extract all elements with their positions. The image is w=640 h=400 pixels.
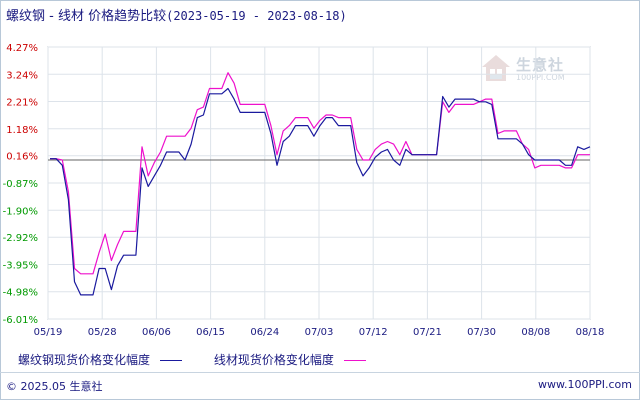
x-tick-label: 05/19	[34, 327, 63, 338]
y-tick-label: -6.01%	[3, 315, 38, 326]
x-tick-label: 05/28	[88, 327, 117, 338]
chart-date-range: (2023-05-19 - 2023-08-18)	[166, 9, 347, 23]
x-tick-label: 07/12	[359, 327, 388, 338]
y-tick-label: 4.27%	[6, 43, 38, 54]
x-tick-label: 08/18	[576, 327, 605, 338]
chart-series	[50, 72, 591, 296]
series-line-rebar	[50, 87, 591, 296]
x-axis-ticks: 05/19 05/28 06/06 06/15 06/24 07/03 07/12 07/21…	[34, 327, 605, 338]
x-tick-label: 07/30	[467, 327, 496, 338]
legend-label-wire-rod: 线材现货价格变化幅度	[213, 353, 334, 367]
footer-copyright: © 2025.05 生意社	[6, 380, 103, 393]
legend-label-rebar: 螺纹钢现货价格变化幅度	[18, 353, 151, 367]
legend-swatch-rebar	[160, 360, 183, 361]
chart-grid	[47, 46, 591, 320]
footer-divider	[0, 372, 640, 373]
x-tick-label: 07/21	[413, 327, 442, 338]
y-tick-label: 0.16%	[6, 152, 38, 163]
chart-title-text: 螺纹钢 - 线材 价格趋势比较	[6, 9, 167, 24]
x-tick-label: 06/06	[142, 327, 171, 338]
series-line-wire-rod	[50, 72, 590, 275]
y-axis-ticks: 4.27% 3.24% 2.21% 1.18% 0.16% -0.87% -1.90% -2.…	[3, 43, 38, 326]
y-tick-label: 2.21%	[6, 98, 38, 109]
legend-item-rebar: 螺纹钢现货价格变化幅度	[18, 351, 183, 368]
legend-swatch-wire-rod	[343, 360, 366, 361]
x-tick-label: 06/24	[250, 327, 279, 338]
legend-item-wire-rod: 线材现货价格变化幅度	[214, 351, 366, 368]
y-tick-label: 1.18%	[6, 125, 38, 136]
y-tick-label: -4.98%	[3, 288, 38, 299]
watermark-brand: 生意社	[516, 56, 565, 74]
watermark-sub: 100PPI.COM	[516, 73, 565, 82]
chart-title: 螺纹钢 - 线材 价格趋势比较(2023-05-19 - 2023-08-18)	[6, 5, 347, 24]
y-tick-label: -3.95%	[3, 260, 38, 271]
y-tick-label: 3.24%	[6, 70, 38, 81]
footer-site-link[interactable]: www.100PPI.com	[538, 378, 632, 391]
y-tick-label: -2.92%	[3, 233, 38, 244]
chart-legend: 螺纹钢现货价格变化幅度 线材现货价格变化幅度	[18, 351, 394, 368]
y-tick-label: -0.87%	[3, 179, 38, 190]
x-tick-label: 07/03	[305, 327, 334, 338]
y-tick-label: -1.90%	[3, 206, 38, 217]
x-tick-label: 08/08	[521, 327, 550, 338]
x-tick-label: 06/15	[196, 327, 225, 338]
